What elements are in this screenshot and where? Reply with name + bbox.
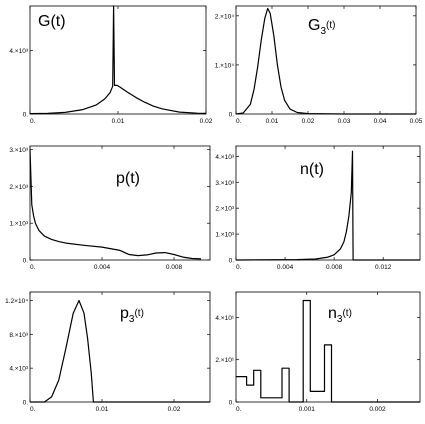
x-tick-label: 0. [30, 264, 36, 271]
plot-frame [235, 145, 421, 261]
x-tick-label: 0.01 [112, 118, 125, 125]
plot-title-main: p [116, 170, 125, 187]
y-tick-label: 4.×10³ [215, 154, 234, 161]
plot-title-argument: (t) [134, 308, 143, 319]
plot-panel-5: 0. 0.01 0.02 0. 4.×10³ 8.×10³ 1.2×10⁴ p3(t) [5, 291, 211, 413]
x-tick-label: 0.05 [410, 118, 423, 125]
plot-title-main: n [328, 305, 337, 322]
plot-title: p(t) [116, 170, 140, 187]
plot-frame [29, 145, 211, 261]
plot-title-argument: (t) [326, 20, 335, 31]
y-tick-label: 1.×10³ [215, 232, 234, 239]
plot-title-argument: (t) [342, 308, 351, 319]
series-line [29, 149, 202, 260]
plot-title-argument: (t) [125, 170, 140, 187]
plot-panel-1: 0. 0.01 0.02 0. 4.×10³ G(t) [9, 5, 213, 125]
y-tick-label: 4.×10³ [9, 366, 28, 373]
x-tick-label: 0. [30, 406, 36, 413]
y-tick-label: 3.×10³ [9, 147, 28, 154]
x-tick-label: 0.01 [96, 406, 109, 413]
x-tick-label: 0.008 [166, 264, 183, 271]
x-tick-label: 0.03 [338, 118, 351, 125]
plot-title-main: p [120, 305, 129, 322]
plot-title: n(t) [300, 161, 324, 178]
plot-panel-4: 0. 0.004 0.008 0.012 0. 1.×10³ 2.×10³ 3.×10³ 4.×… [215, 145, 421, 271]
series-line [29, 5, 207, 115]
plot-title: G3(t) [308, 17, 335, 37]
x-tick-label: 0. [30, 118, 36, 125]
x-tick-label: 0. [236, 406, 242, 413]
x-tick-label: 0. [236, 118, 242, 125]
y-tick-label: 2.×10⁴ [215, 13, 234, 20]
y-tick-label: 2.×10¹ [215, 357, 234, 364]
plot-title-subscript: 3 [129, 314, 135, 325]
x-tick-label: 0.04 [374, 118, 387, 125]
y-tick-label: 0. [23, 258, 29, 265]
y-tick-label: 0. [229, 112, 235, 119]
y-tick-label: 2.×10³ [9, 184, 28, 191]
y-tick-label: 1.2×10⁴ [5, 298, 28, 305]
y-tick-label: 0. [229, 400, 235, 407]
y-tick-label: 3.×10³ [215, 180, 234, 187]
y-tick-label: 4.×10¹ [215, 315, 234, 322]
plot-title-argument: (t) [309, 161, 324, 178]
plot-title-main: G [38, 13, 50, 30]
plot-panel-2: 0. 0.01 0.02 0.03 0.04 0.05 0. 1.×10⁴ 2.×10⁴ G3(t… [215, 5, 423, 125]
x-tick-label: 0.01 [266, 118, 279, 125]
y-tick-label: 4.×10³ [9, 48, 28, 55]
series-line [30, 299, 210, 403]
x-tick-label: 0.002 [369, 406, 386, 413]
y-tick-label: 1.×10³ [9, 221, 28, 228]
y-tick-label: 1.×10⁴ [215, 62, 234, 69]
plot-title-subscript: 3 [337, 314, 343, 325]
x-tick-label: 0.012 [375, 264, 392, 271]
x-tick-label: 0.008 [326, 264, 343, 271]
y-tick-label: 0. [23, 112, 29, 119]
y-tick-label: 0. [23, 400, 29, 407]
y-tick-label: 0. [229, 258, 235, 265]
x-tick-label: 0. [236, 264, 242, 271]
plot-title: n3(t) [328, 305, 352, 325]
x-tick-label: 0.001 [299, 406, 316, 413]
x-tick-label: 0.02 [168, 406, 181, 413]
x-tick-label: 0.02 [200, 118, 213, 125]
plot-title: G(t) [38, 13, 66, 30]
plot-title-main: n [300, 161, 309, 178]
plot-panel-6: 0. 0.001 0.002 0. 2.×10¹ 4.×10¹ n3(t) [215, 291, 421, 413]
series-line [236, 299, 420, 403]
plot-title: p3(t) [120, 305, 144, 325]
y-tick-label: 8.×10³ [9, 332, 28, 339]
x-tick-label: 0.004 [94, 264, 111, 271]
plot-title-main: G [308, 17, 320, 34]
plot-title-subscript: 3 [320, 26, 326, 37]
y-tick-label: 2.×10³ [215, 206, 234, 213]
series-line [235, 7, 416, 115]
x-tick-label: 0.004 [277, 264, 294, 271]
series-line [235, 150, 420, 261]
x-tick-label: 0.02 [302, 118, 315, 125]
plot-panel-3: 0. 0.004 0.008 0. 1.×10³ 2.×10³ 3.×10³ p(t) [9, 145, 211, 271]
plot-title-argument: (t) [50, 13, 65, 30]
plot-frame [235, 291, 421, 403]
